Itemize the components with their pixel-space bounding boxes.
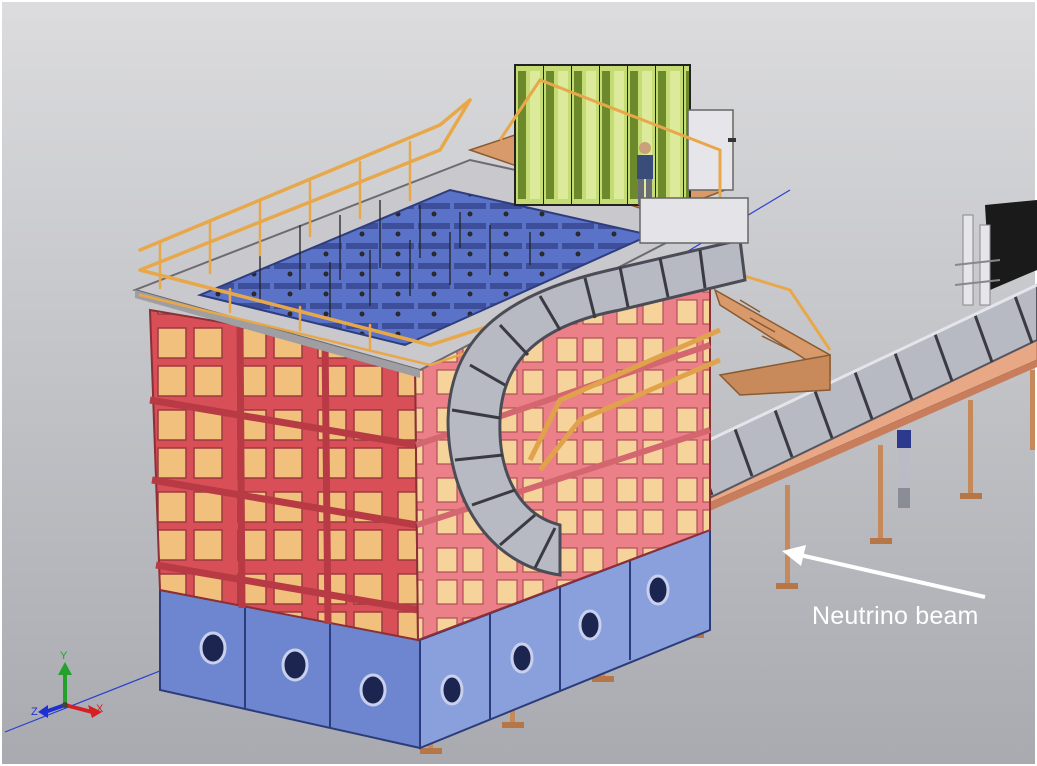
access-stairs — [713, 268, 832, 396]
neutrino-beam-label: Neutrino beam — [812, 602, 979, 630]
detector-base — [159, 528, 711, 750]
carrier-support — [527, 327, 722, 472]
beam-direction-arrow — [782, 545, 986, 599]
triad-z-label: Z — [31, 706, 38, 718]
person-figure-lower — [897, 430, 911, 508]
triad-y-label: Y — [60, 650, 68, 662]
triad-x-label: X — [96, 703, 104, 715]
cable-carrier-loop — [446, 197, 749, 577]
far-equipment — [954, 200, 1037, 306]
electronics-platform — [467, 64, 736, 216]
coordinate-triad: Y X Z — [31, 650, 104, 718]
axis-line-z — [4, 666, 171, 733]
person-figure-upper — [637, 142, 653, 205]
